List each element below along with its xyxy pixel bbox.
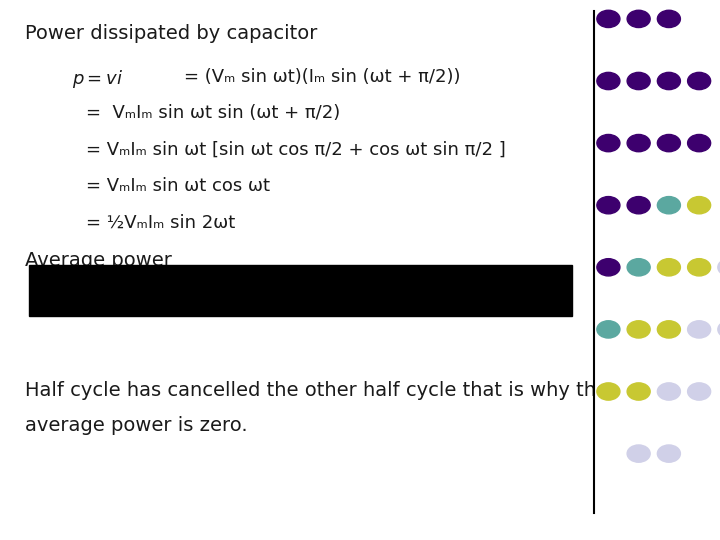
Text: $p = vi$: $p = vi$ xyxy=(72,68,123,90)
Circle shape xyxy=(597,321,620,338)
Circle shape xyxy=(718,321,720,338)
Circle shape xyxy=(688,321,711,338)
Circle shape xyxy=(688,383,711,400)
Circle shape xyxy=(597,197,620,214)
Circle shape xyxy=(627,72,650,90)
Circle shape xyxy=(627,197,650,214)
Circle shape xyxy=(627,259,650,276)
Circle shape xyxy=(657,134,680,152)
Text: = VₘIₘ sin ωt cos ωt: = VₘIₘ sin ωt cos ωt xyxy=(86,177,271,195)
Text: average power is zero.: average power is zero. xyxy=(25,416,248,435)
Circle shape xyxy=(627,134,650,152)
Circle shape xyxy=(688,72,711,90)
Circle shape xyxy=(657,10,680,28)
Circle shape xyxy=(657,197,680,214)
Circle shape xyxy=(688,259,711,276)
Circle shape xyxy=(597,134,620,152)
Text: = VₘIₘ sin ωt [sin ωt cos π/2 + cos ωt sin π/2 ]: = VₘIₘ sin ωt [sin ωt cos π/2 + cos ωt s… xyxy=(86,140,506,158)
Circle shape xyxy=(657,445,680,462)
Circle shape xyxy=(627,321,650,338)
Text: = ½VₘIₘ sin 2ωt: = ½VₘIₘ sin 2ωt xyxy=(86,214,235,232)
FancyBboxPatch shape xyxy=(29,265,572,316)
Circle shape xyxy=(627,10,650,28)
Circle shape xyxy=(597,259,620,276)
Text: =  VₘIₘ sin ωt sin (ωt + π/2): = VₘIₘ sin ωt sin (ωt + π/2) xyxy=(86,104,341,122)
Circle shape xyxy=(688,197,711,214)
Circle shape xyxy=(657,321,680,338)
Circle shape xyxy=(718,259,720,276)
Circle shape xyxy=(657,72,680,90)
Text: Half cycle has cancelled the other half cycle that is why the: Half cycle has cancelled the other half … xyxy=(25,381,608,400)
Text: = (Vₘ sin ωt)(Iₘ sin (ωt + π/2)): = (Vₘ sin ωt)(Iₘ sin (ωt + π/2)) xyxy=(184,68,460,85)
Text: Average power: Average power xyxy=(25,251,172,270)
Circle shape xyxy=(688,134,711,152)
Circle shape xyxy=(597,72,620,90)
Text: Power dissipated by capacitor: Power dissipated by capacitor xyxy=(25,24,318,43)
Circle shape xyxy=(657,383,680,400)
Circle shape xyxy=(657,259,680,276)
Circle shape xyxy=(627,445,650,462)
Circle shape xyxy=(597,383,620,400)
Circle shape xyxy=(627,383,650,400)
Circle shape xyxy=(597,10,620,28)
